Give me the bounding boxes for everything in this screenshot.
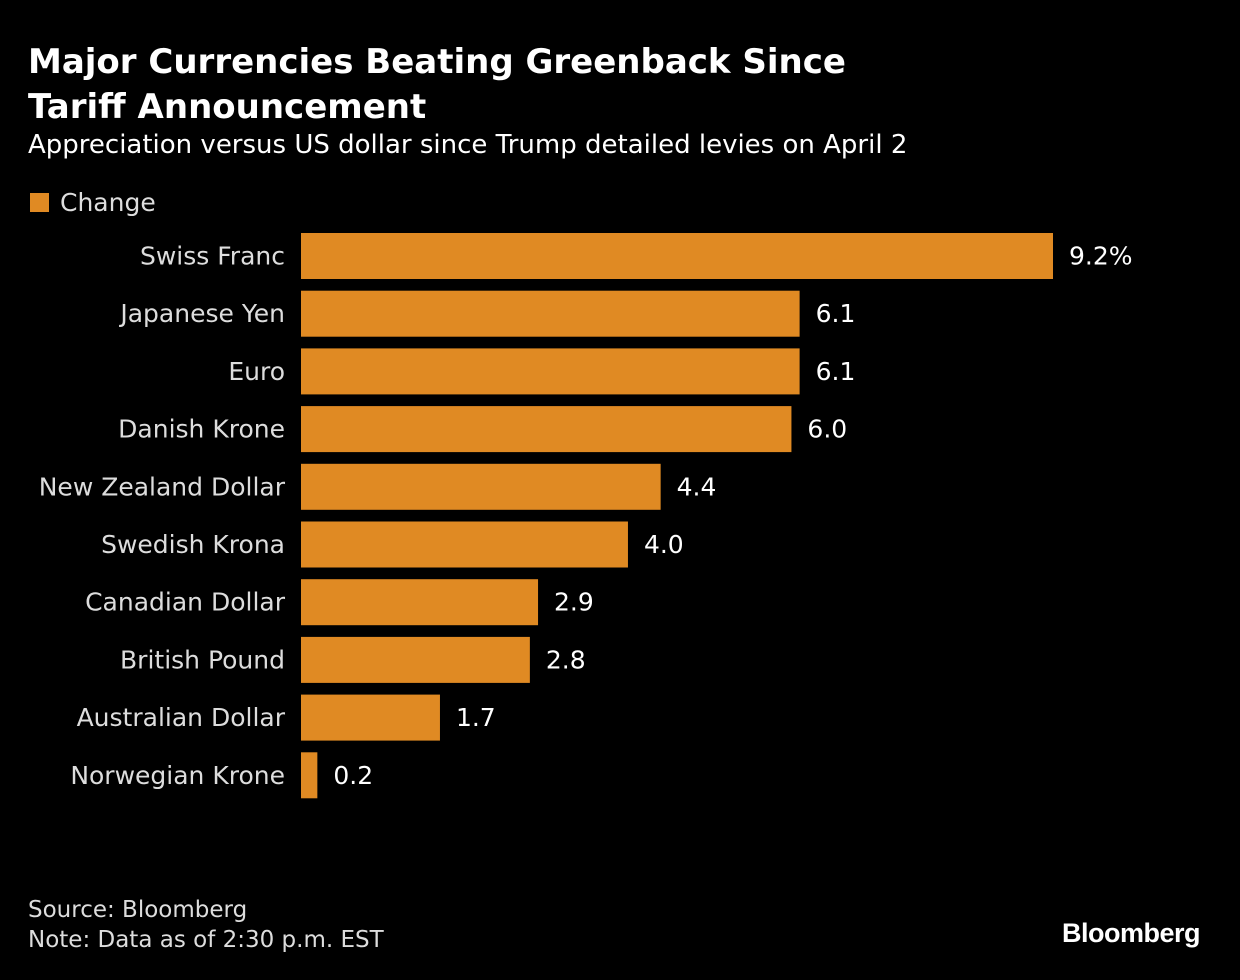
- value-label: 4.4: [677, 472, 717, 501]
- bar-chart: Swiss Franc 9.2% Japanese Yen 6.1 Euro 6.1 Dan…: [39, 233, 1133, 799]
- category-label: Danish Krone: [118, 415, 285, 444]
- legend: Change: [30, 185, 156, 219]
- legend-swatch: [30, 192, 49, 212]
- source-note: Source: Bloomberg: [28, 897, 248, 923]
- data-note: Note: Data as of 2:30 p.m. EST: [28, 927, 384, 953]
- value-label: 2.8: [546, 645, 586, 674]
- chart-title: Major Currencies Beating Greenback Since…: [28, 42, 846, 127]
- bar-danish-krone: [301, 406, 792, 453]
- bar-new-zealand-dollar: [301, 463, 661, 510]
- bar-british-pound: [301, 636, 530, 683]
- value-label: 0.2: [333, 761, 373, 790]
- bar-swedish-krona: [301, 521, 628, 568]
- category-label: British Pound: [120, 645, 285, 674]
- bar-euro: [301, 348, 800, 395]
- bar-norwegian-krone: [301, 752, 318, 799]
- value-label: 2.9: [554, 588, 594, 617]
- value-label: 9.2%: [1069, 242, 1133, 271]
- category-label: Japanese Yen: [118, 299, 285, 328]
- footer: Source: Bloomberg Note: Data as of 2:30 …: [28, 895, 384, 955]
- value-label: 1.7: [456, 703, 496, 732]
- category-label: New Zealand Dollar: [39, 472, 286, 501]
- category-label: Canadian Dollar: [85, 588, 286, 617]
- category-label: Euro: [228, 357, 285, 386]
- value-label: 4.0: [644, 530, 684, 559]
- bar-swiss-franc: [301, 233, 1053, 279]
- bar-canadian-dollar: [301, 579, 539, 626]
- bar-japanese-yen: [301, 290, 800, 337]
- bloomberg-logo: Bloomberg: [1061, 918, 1201, 948]
- value-label: 6.1: [816, 299, 856, 328]
- value-label: 6.0: [807, 415, 847, 444]
- chart-subtitle: Appreciation versus US dollar since Trum…: [28, 130, 908, 160]
- bar-australian-dollar: [301, 694, 440, 741]
- legend-label: Change: [60, 187, 156, 217]
- category-label: Australian Dollar: [77, 703, 286, 732]
- value-label: 6.1: [816, 357, 856, 386]
- category-label: Swedish Krona: [101, 530, 285, 559]
- category-label: Swiss Franc: [140, 242, 285, 271]
- category-label: Norwegian Krone: [70, 761, 285, 790]
